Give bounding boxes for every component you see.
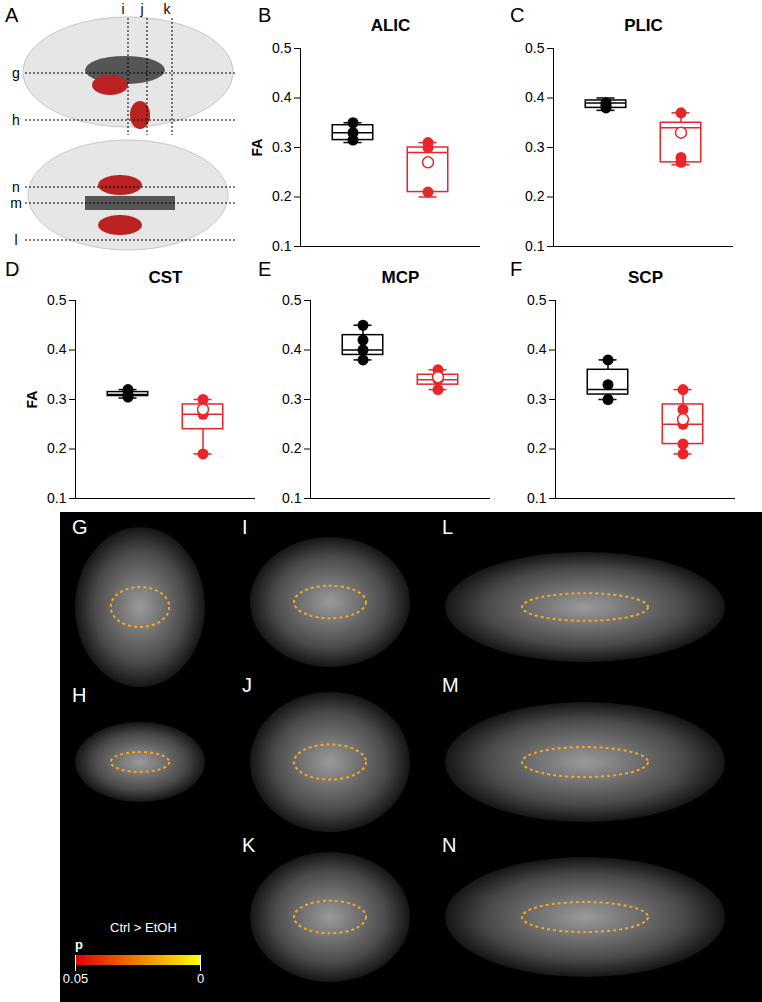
svg-text:0.2: 0.2 (272, 188, 292, 204)
svg-text:0.4: 0.4 (282, 341, 302, 357)
svg-text:0.4: 0.4 (525, 89, 545, 105)
html-text:Ctrl > EtOH: Ctrl > EtOH (110, 920, 177, 935)
svg-text:k: k (164, 1, 172, 17)
svg-text:0.5: 0.5 (47, 292, 67, 308)
svg-text:0.4: 0.4 (47, 341, 67, 357)
html-text:A: A (5, 4, 19, 26)
svg-text:0.5: 0.5 (282, 292, 302, 308)
svg-text:0.3: 0.3 (282, 391, 302, 407)
svg-text:H: H (72, 684, 86, 706)
svg-text:0.3: 0.3 (272, 139, 292, 155)
svg-text:0.05: 0.05 (63, 971, 88, 986)
svg-text:l: l (14, 232, 17, 248)
svg-text:0.1: 0.1 (282, 490, 302, 506)
svg-text:0.5: 0.5 (527, 292, 547, 308)
svg-text:0.5: 0.5 (525, 40, 545, 56)
svg-text:h: h (12, 112, 20, 128)
svg-text:i: i (121, 1, 124, 17)
svg-text:0.1: 0.1 (272, 238, 292, 254)
svg-text:j: j (139, 1, 143, 17)
svg-text:J: J (242, 674, 252, 696)
svg-text:L: L (442, 516, 453, 538)
svg-text:CST: CST (149, 268, 184, 287)
svg-text:0.1: 0.1 (527, 490, 547, 506)
svg-text:0.2: 0.2 (525, 188, 545, 204)
svg-text:ALIC: ALIC (371, 16, 411, 35)
svg-text:0.4: 0.4 (527, 341, 547, 357)
svg-text:G: G (72, 516, 88, 538)
svg-text:0.4: 0.4 (272, 89, 292, 105)
svg-text:n: n (12, 179, 20, 195)
svg-text:p: p (75, 937, 83, 952)
svg-text:0.1: 0.1 (47, 490, 67, 506)
svg-text:I: I (242, 516, 248, 538)
svg-text:0.3: 0.3 (47, 391, 67, 407)
html-text:E: E (258, 258, 272, 280)
svg-text:0.2: 0.2 (527, 440, 547, 456)
svg-text:0.3: 0.3 (527, 391, 547, 407)
svg-text:FA: FA (249, 139, 265, 157)
svg-text:MCP: MCP (382, 268, 420, 287)
svg-text:0: 0 (197, 971, 204, 986)
svg-text:0.5: 0.5 (272, 40, 292, 56)
svg-text:0.3: 0.3 (525, 139, 545, 155)
svg-text:PLIC: PLIC (624, 16, 663, 35)
svg-text:SCP: SCP (628, 268, 663, 287)
svg-text:FA: FA (24, 391, 40, 409)
svg-text:0.2: 0.2 (47, 440, 67, 456)
svg-text:K: K (242, 834, 256, 856)
html-text:F: F (510, 258, 523, 280)
html-text:C: C (510, 4, 525, 26)
svg-text:0.1: 0.1 (525, 238, 545, 254)
svg-text:m: m (10, 195, 22, 211)
svg-text:N: N (442, 834, 456, 856)
html-text:D: D (5, 258, 20, 280)
html-text:B: B (258, 4, 272, 26)
svg-text:g: g (12, 65, 20, 81)
svg-text:0.2: 0.2 (282, 440, 302, 456)
svg-text:M: M (442, 674, 459, 696)
